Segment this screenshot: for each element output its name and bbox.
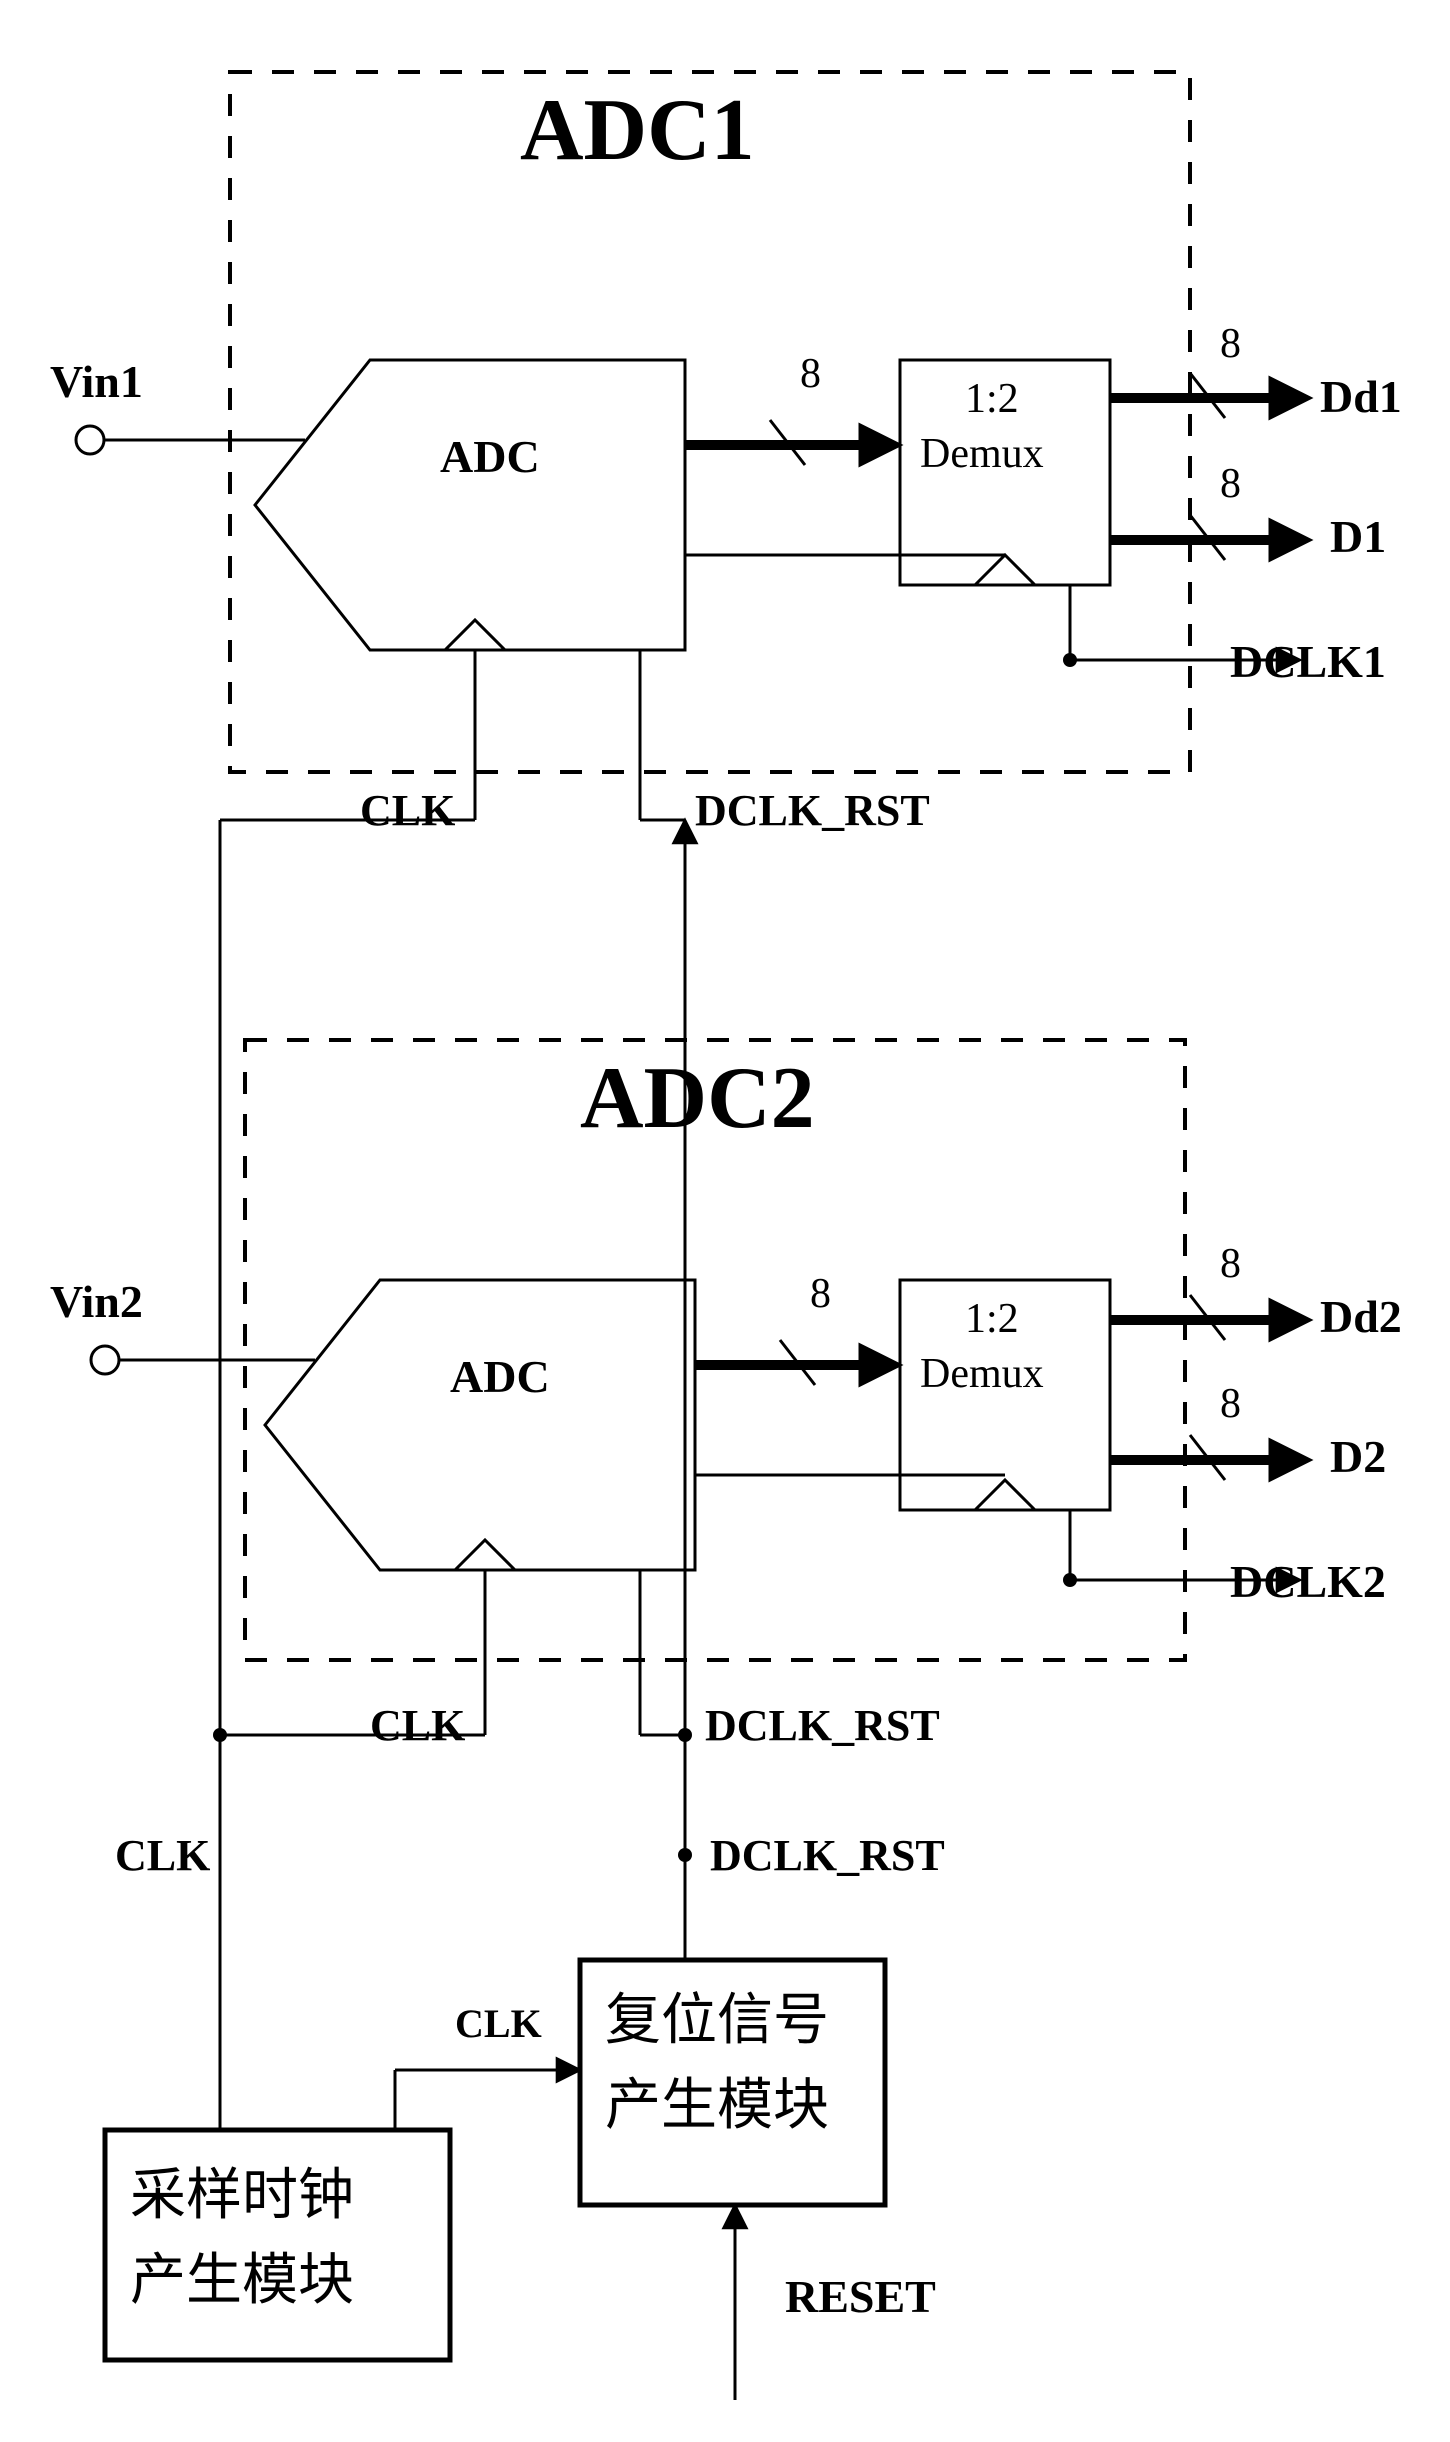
vin2-label: Vin2 [50,1275,143,1328]
clk-bus-label: CLK [115,1830,210,1881]
adc2-d-8: 8 [1220,1380,1241,1428]
reset-input-label: RESET [785,2270,936,2323]
vin2-port [91,1346,119,1374]
adc1-dd1-label: Dd1 [1320,370,1402,423]
adc2-demux-l2: Demux [920,1350,1044,1398]
adc1-clk-label: CLK [360,785,455,836]
adc1-demux-clk-triangle [975,555,1035,585]
adc2-mid-8: 8 [810,1270,831,1318]
adc2-dclkrst-label: DCLK_RST [705,1700,940,1751]
adc2-dd2-label: Dd2 [1320,1290,1402,1343]
adc1-title: ADC1 [520,80,755,181]
adc1-adc-shape [255,360,685,650]
sampler-clk-out-label: CLK [455,2000,542,2047]
rst-bus-label: DCLK_RST [710,1830,945,1881]
adc1-dd-8: 8 [1220,320,1241,368]
adc2-dclk2-label: DCLK2 [1230,1555,1386,1608]
rst-bus-node-adc2 [678,1728,692,1742]
diagram-canvas: ADC1 ADC2 Vin1 Vin2 ADC ADC 1:2 Demux 1:… [0,0,1450,2442]
adc2-title: ADC2 [580,1048,815,1149]
adc2-clk-label: CLK [370,1700,465,1751]
sampler-line1: 采样时钟 [130,2150,354,2231]
reset-gen-line1: 复位信号 [605,1975,829,2056]
adc2-clk-triangle [455,1540,515,1570]
adc2-demux-l1: 1:2 [965,1295,1019,1343]
adc1-inner-label: ADC [440,430,540,483]
rst-bus-node-label [678,1848,692,1862]
adc1-demux-l1: 1:2 [965,375,1019,423]
adc1-clk-triangle [445,620,505,650]
adc1-d1-label: D1 [1330,510,1386,563]
adc2-d2-label: D2 [1330,1430,1386,1483]
adc1-demux-l2: Demux [920,430,1044,478]
vin1-port [76,426,104,454]
adc1-d-8: 8 [1220,460,1241,508]
adc1-dclkrst-label: DCLK_RST [695,785,930,836]
adc2-demux-clk-triangle [975,1480,1035,1510]
clk-bus-node-adc2 [213,1728,227,1742]
adc2-adc-shape [265,1280,695,1570]
adc2-inner-label: ADC [450,1350,550,1403]
adc2-dd-8: 8 [1220,1240,1241,1288]
vin1-label: Vin1 [50,355,143,408]
adc1-mid-8: 8 [800,350,821,398]
adc1-dclk1-label: DCLK1 [1230,635,1386,688]
reset-gen-line2: 产生模块 [605,2060,829,2141]
sampler-line2: 产生模块 [130,2235,354,2316]
